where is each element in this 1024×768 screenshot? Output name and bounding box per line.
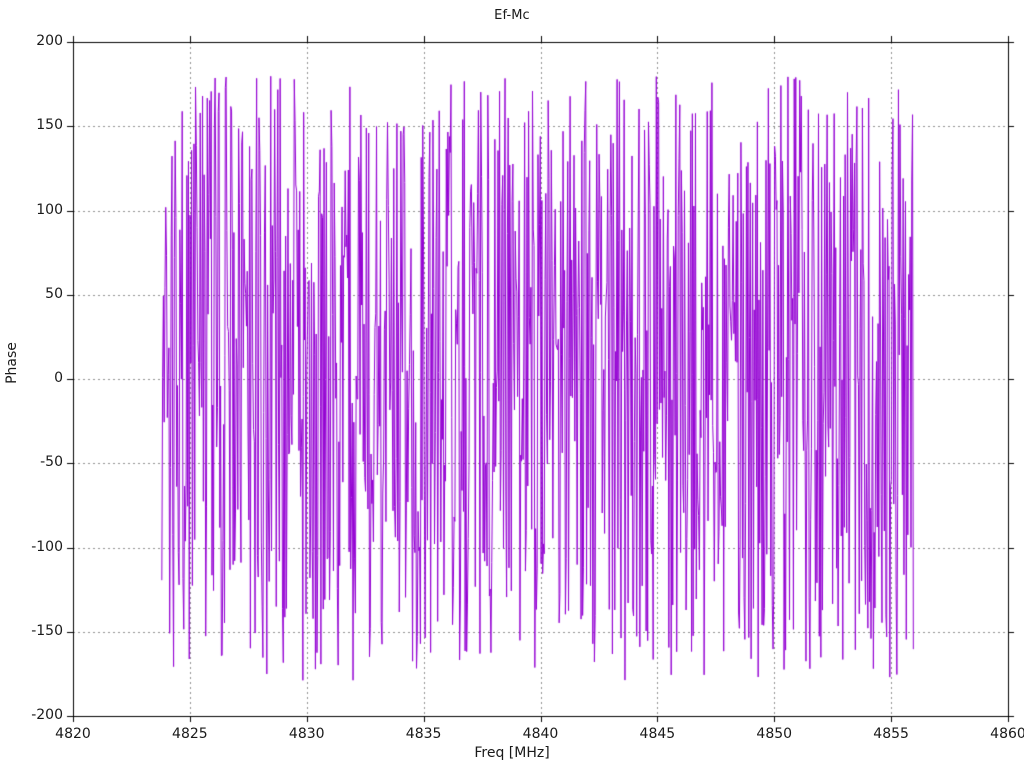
y-axis-label: Phase xyxy=(4,342,20,384)
x-tick-label: 4840 xyxy=(522,726,559,742)
y-tick-label: 100 xyxy=(36,201,63,218)
x-tick-label: 4860 xyxy=(990,726,1024,742)
y-tick-label: 0 xyxy=(54,370,63,386)
x-tick-label: 4825 xyxy=(172,726,208,742)
y-tick-label: 150 xyxy=(36,117,63,134)
x-axis-label: Freq [MHz] xyxy=(474,745,550,761)
y-tick-label: -150 xyxy=(31,622,63,639)
x-tick-label: 4855 xyxy=(873,726,909,742)
y-tick-label: -200 xyxy=(31,707,63,723)
y-tick-label: 200 xyxy=(36,33,63,49)
x-tick-label: 4845 xyxy=(639,726,676,742)
x-tick-label: 4820 xyxy=(55,726,91,742)
y-tick-label: 50 xyxy=(45,285,63,302)
x-tick-label: 4830 xyxy=(288,726,325,742)
y-tick-label: -100 xyxy=(31,538,63,555)
x-tick-label: 4835 xyxy=(405,726,442,742)
x-tick-label: 4850 xyxy=(756,726,793,742)
y-tick-label: -50 xyxy=(40,454,63,471)
